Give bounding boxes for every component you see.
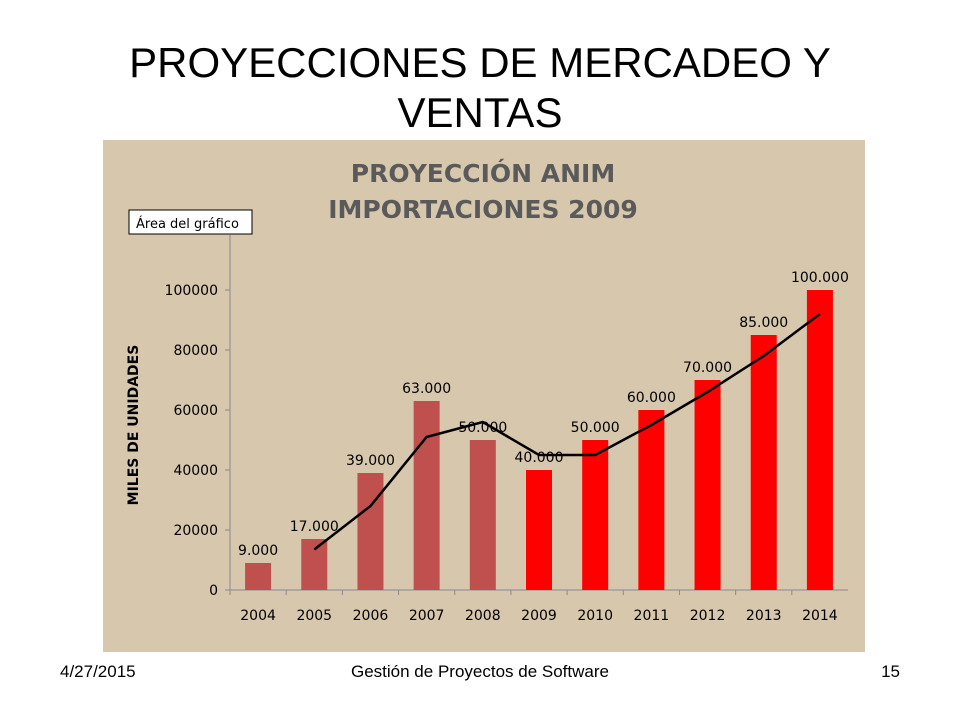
chart-panel[interactable]: PROYECCIÓN ANIM IMPORTACIONES 2009 Área … <box>103 140 865 652</box>
x-tick-label-2004: 2004 <box>240 608 276 624</box>
y-tick-label: 0 <box>209 583 218 599</box>
y-tick-label: 100000 <box>165 283 218 299</box>
y-tick-label: 40000 <box>173 463 218 479</box>
data-label-2004: 9.000 <box>238 543 278 559</box>
chart-title-line2: IMPORTACIONES 2009 <box>328 195 638 224</box>
data-label-2010: 50.000 <box>571 420 620 436</box>
footer-title: Gestión de Proyectos de Software <box>351 662 609 681</box>
x-tick-label-2012: 2012 <box>690 608 726 624</box>
data-label-2014: 100.000 <box>791 270 849 286</box>
bar-2006[interactable] <box>357 473 384 590</box>
data-label-2013: 85.000 <box>739 315 788 331</box>
y-tick-label: 60000 <box>173 403 218 419</box>
data-label-2011: 60.000 <box>627 390 676 406</box>
x-tick-label-2005: 2005 <box>296 608 332 624</box>
y-tick-label: 20000 <box>173 523 218 539</box>
chart-tooltip: Área del gráfico <box>128 209 253 235</box>
data-label-2005: 17.000 <box>290 519 339 535</box>
data-label-2009: 40.000 <box>515 450 564 466</box>
x-tick-label-2007: 2007 <box>409 608 445 624</box>
chart-svg: PROYECCIÓN ANIM IMPORTACIONES 2009 Área … <box>103 140 865 652</box>
y-tick-label: 80000 <box>173 343 218 359</box>
x-tick-label-2009: 2009 <box>521 608 557 624</box>
y-axis-label: MILES DE UNIDADES <box>126 345 142 506</box>
x-ticks: 2004 2005 2006 2007 2008 2009 2010 2011 2012 2013… <box>229 590 838 624</box>
x-tick-label-2011: 2011 <box>634 608 670 624</box>
footer-date: 4/27/2015 <box>60 662 136 681</box>
bar-2012[interactable] <box>694 380 721 590</box>
x-tick-label-2008: 2008 <box>465 608 501 624</box>
chart-title-line1: PROYECCIÓN ANIM <box>351 158 615 188</box>
x-tick-label-2006: 2006 <box>353 608 389 624</box>
bar-2014[interactable] <box>806 290 833 590</box>
bar-2005[interactable] <box>301 539 328 590</box>
bar-2007[interactable] <box>413 401 440 590</box>
bar-2009[interactable] <box>526 470 552 590</box>
tooltip-box <box>128 209 253 235</box>
data-label-2012: 70.000 <box>683 360 732 376</box>
trend-line <box>313 312 821 551</box>
page-number: 15 <box>881 662 900 681</box>
data-label-2007: 63.000 <box>402 381 451 397</box>
x-tick-label-2010: 2010 <box>577 608 613 624</box>
tooltip-text: Área del gráfico <box>136 216 239 232</box>
bar-2008[interactable] <box>469 440 496 590</box>
x-tick-label-2013: 2013 <box>746 608 782 624</box>
slide-title: PROYECCIONES DE MERCADEO Y VENTAS <box>129 39 831 136</box>
bars <box>245 290 833 590</box>
x-tick-label-2014: 2014 <box>802 608 838 624</box>
bar-2010[interactable] <box>582 440 609 590</box>
bar-2004[interactable] <box>245 563 272 590</box>
bar-2011[interactable] <box>638 410 665 590</box>
data-label-2006: 39.000 <box>346 453 395 469</box>
bar-2013[interactable] <box>750 335 777 590</box>
y-ticks: 0 20000 40000 60000 80000 100000 <box>165 283 230 599</box>
